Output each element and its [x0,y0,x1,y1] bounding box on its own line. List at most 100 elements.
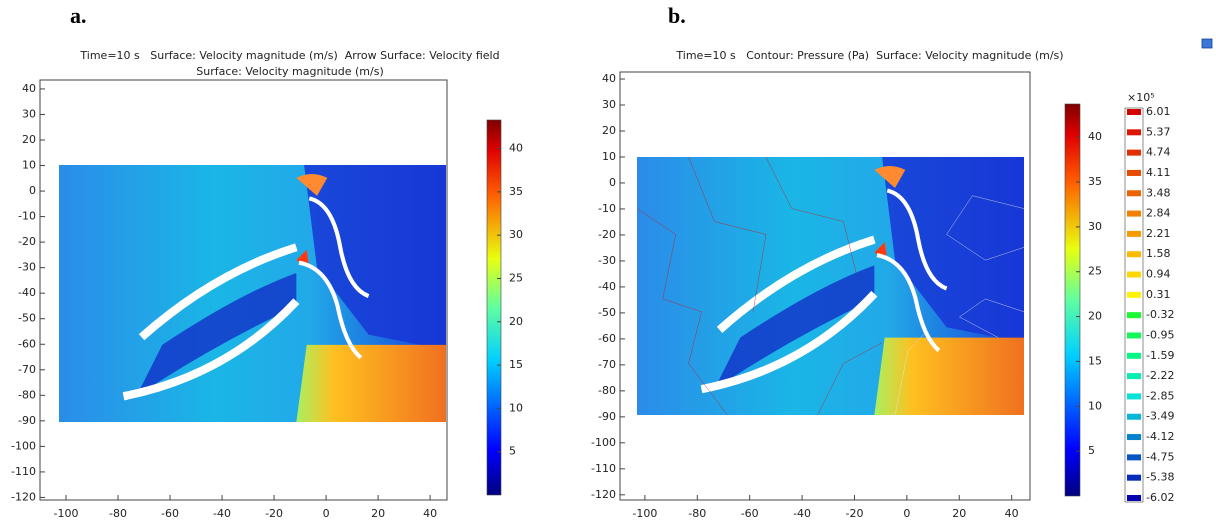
y-tick-label: -120 [591,488,616,501]
y-tick-label: 20 [602,124,616,137]
panel-label: b. [668,3,686,28]
field-surface [59,165,446,422]
pressure-contour [895,332,926,415]
contour-level-label: 0.94 [1146,268,1171,281]
contour-level [1127,495,1141,501]
y-tick-label: 0 [29,184,36,197]
y-tick-label: -100 [11,439,36,452]
y-tick-label: 20 [22,133,36,146]
contour-level-label: -3.49 [1146,410,1174,423]
x-tick-label: 40 [423,507,437,520]
contour-level [1127,109,1141,115]
contour-level-label: -4.12 [1146,430,1174,443]
pressure-contour [960,299,1025,338]
y-tick-label: -100 [591,436,616,449]
y-tick-label: -60 [18,337,36,350]
y-tick-label: -90 [598,410,616,423]
x-tick-label: -60 [741,507,759,520]
x-tick-label: -80 [688,507,706,520]
y-tick-label: -10 [598,202,616,215]
colorbar-tick-label: 35 [509,185,523,198]
y-tick-label: -80 [18,388,36,401]
x-tick-label: -60 [161,507,179,520]
contour-level [1127,129,1141,136]
contour-level-label: -2.85 [1146,389,1174,402]
colorbar [1064,103,1081,497]
y-tick-label: -30 [18,261,36,274]
colorbar-tick-label: 10 [509,401,523,414]
y-tick-label: 40 [22,82,36,95]
contour-level-label: -6.02 [1146,491,1174,504]
contour-level [1127,373,1141,380]
plot-frame [39,79,448,501]
colorbar-tick-label: 5 [1088,444,1095,457]
x-tick-label: -20 [845,507,863,520]
corner-icon [1201,38,1213,49]
velocity-field [59,165,446,422]
field-surface [637,157,1024,415]
y-tick-label: -70 [18,363,36,376]
contour-level-label: 4.74 [1146,146,1171,159]
y-tick-label: 10 [22,159,36,172]
plot-title: Time=10 s Contour: Pressure (Pa) Surface… [675,49,1063,62]
x-tick-label: -40 [213,507,231,520]
contour-level-label: -1.59 [1146,349,1174,362]
colorbar-tick-label: 10 [1088,399,1102,412]
y-tick-label: 40 [602,72,616,85]
x-tick-label: 0 [323,507,330,520]
colorbar-tick-label: 25 [1088,265,1102,278]
x-tick-label: 0 [903,507,910,520]
contour-level-label: -4.75 [1146,450,1174,463]
y-tick-label: -40 [18,286,36,299]
colorbar [486,119,502,496]
y-tick-label: -60 [598,332,616,345]
colorbar-tick-label: 20 [509,315,523,328]
contour-level-label: 1.58 [1146,247,1171,260]
contour-scale: ×10⁵ [1127,91,1155,104]
pressure-contour [766,157,856,273]
contour-level [1127,251,1141,258]
contour-level [1127,434,1141,441]
y-tick-label: -120 [11,490,36,503]
y-tick-label: -110 [591,462,616,475]
y-tick-label: -70 [598,358,616,371]
contour-level-label: 2.84 [1146,207,1171,220]
y-tick-label: -40 [598,280,616,293]
y-tick-label: -80 [598,384,616,397]
plot-title: Time=10 s Surface: Velocity magnitude (m… [79,49,499,62]
y-tick-label: -50 [18,312,36,325]
contour-level [1127,210,1141,217]
pressure-contour [947,196,1024,261]
y-tick-label: -50 [598,306,616,319]
contour-level-label: 4.11 [1146,166,1171,179]
contour-level [1127,312,1141,319]
y-tick-label: -110 [11,465,36,478]
y-tick-label: 10 [602,150,616,163]
velocity-field [637,157,1024,415]
colorbar-tick-label: 5 [509,445,516,458]
contour-level [1127,291,1141,298]
contour-level [1127,169,1141,176]
y-tick-label: 30 [602,98,616,111]
contour-legend-frame [1124,107,1144,503]
plot-frame [619,71,1031,501]
y-tick-label: 0 [609,176,616,189]
contour-level-label: 0.31 [1146,288,1171,301]
pressure-contour [689,157,766,312]
pressure-contour [818,343,883,415]
contour-level-label: -2.22 [1146,369,1174,382]
y-tick-label: -10 [18,210,36,223]
contour-level [1127,474,1141,481]
x-tick-label: -100 [632,507,657,520]
pressure-contour [637,209,727,415]
x-tick-label: -100 [54,507,79,520]
contour-level [1127,271,1141,278]
y-tick-label: -90 [18,414,36,427]
colorbar-tick-label: 20 [1088,310,1102,323]
x-tick-label: 20 [371,507,385,520]
colorbar-tick-label: 35 [1088,175,1102,188]
y-tick-label: 30 [22,107,36,120]
contour-level [1127,332,1141,339]
y-tick-label: -20 [598,228,616,241]
